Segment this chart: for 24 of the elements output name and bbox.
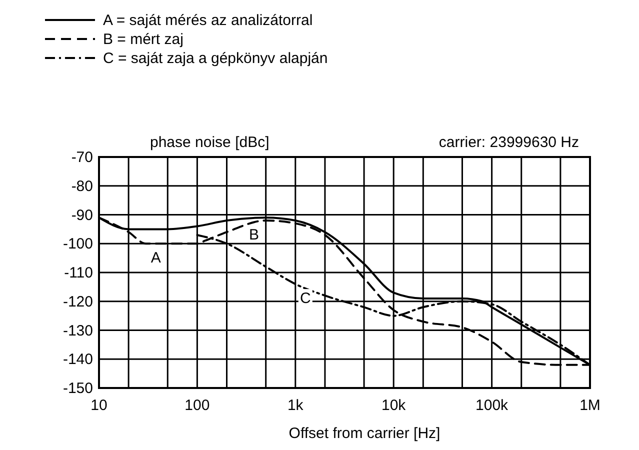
y-tick-label: -70: [71, 149, 93, 166]
legend-label: B = mért zaj: [103, 31, 184, 48]
legend-label: A = saját mérés az analizátorral: [103, 12, 313, 29]
x-tick-label: 1M: [580, 397, 600, 414]
y-tick-label: -90: [71, 206, 93, 224]
y-tick-label: -100: [62, 236, 93, 253]
y-axis-title: phase noise [dBc]: [150, 134, 270, 151]
y-tick-label: -120: [62, 293, 93, 310]
x-tick-label: 1k: [287, 397, 304, 414]
x-tick-label: 10k: [382, 397, 406, 414]
text: carrier: 23999630 Hz: [438, 134, 579, 151]
annotation: C: [300, 290, 311, 308]
x-axis-title: Offset from carrier [Hz]: [288, 425, 440, 442]
y-tick-label: -140: [62, 351, 93, 368]
y-tick-label: -150: [62, 380, 93, 397]
x-tick-label: 100: [184, 397, 210, 414]
annotation: A: [150, 250, 161, 267]
y-tick-label: -130: [62, 322, 93, 340]
x-tick-label: 10: [90, 397, 108, 414]
x-tick-label: 100k: [476, 397, 509, 414]
y-tick-label: -110: [64, 264, 93, 282]
legend-label: C = saját zaja a gépkönyv alapján: [103, 50, 328, 67]
y-tick-label: -80: [71, 178, 93, 195]
annotation: B: [249, 226, 260, 244]
